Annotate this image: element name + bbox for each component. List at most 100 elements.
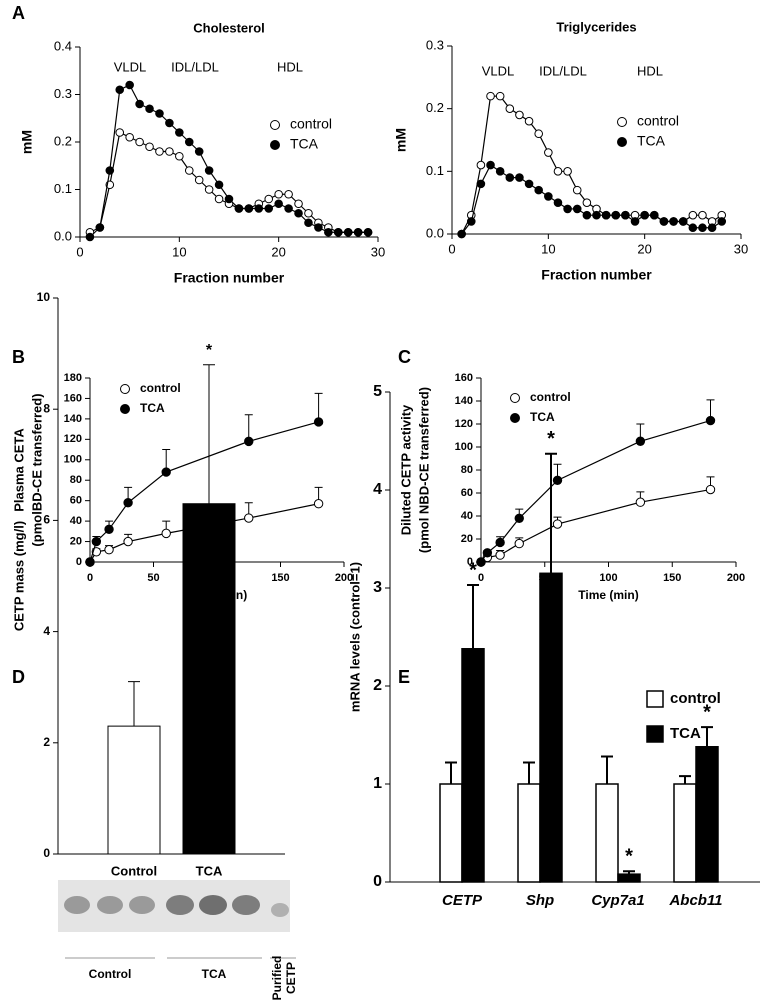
- point: [592, 210, 601, 220]
- point: [123, 536, 133, 547]
- point: [161, 528, 171, 539]
- legend-label: control: [140, 381, 181, 395]
- point: [333, 227, 343, 237]
- point: [621, 210, 630, 220]
- point: [234, 204, 244, 213]
- x-tick-label: 30: [371, 244, 385, 259]
- y-tick-label: 80: [461, 464, 473, 476]
- y-tick-label: 20: [461, 533, 473, 545]
- x-tick-label: Control: [111, 863, 157, 878]
- legend-marker: [510, 413, 520, 423]
- significance-marker: *: [547, 428, 555, 450]
- point: [572, 185, 582, 195]
- point: [707, 223, 717, 233]
- point: [514, 513, 524, 523]
- legend-label: control: [670, 690, 721, 707]
- error-bar: [523, 761, 535, 784]
- point: [91, 536, 102, 547]
- legend-label: control: [290, 116, 332, 132]
- blot-label: TCA: [202, 967, 227, 981]
- point: [505, 104, 515, 113]
- y-axis-label: mM: [393, 128, 409, 152]
- point: [155, 109, 164, 118]
- x-axis-label: Time (min): [578, 588, 638, 602]
- x-tick-label: 10: [172, 244, 186, 259]
- error-bar: [203, 364, 215, 504]
- point: [165, 147, 174, 156]
- point: [254, 204, 264, 213]
- y-axis-label: Plasma CETA: [11, 428, 26, 512]
- point: [324, 227, 333, 237]
- significance-marker: *: [703, 701, 711, 723]
- error-bar: [467, 584, 479, 649]
- point: [534, 185, 544, 195]
- point: [572, 204, 582, 214]
- x-tick-label: CETP: [442, 892, 483, 909]
- point: [476, 557, 486, 567]
- y-tick-label: 100: [64, 454, 82, 466]
- annotation: HDL: [277, 59, 303, 74]
- point: [214, 180, 224, 190]
- point: [353, 227, 363, 237]
- error-bar: [314, 392, 323, 422]
- y-tick-label: 160: [455, 372, 473, 384]
- x-tick-label: 150: [271, 572, 289, 584]
- point: [304, 218, 313, 228]
- point: [515, 110, 524, 120]
- point: [582, 198, 592, 207]
- y-tick-label: 0: [76, 556, 82, 568]
- point: [214, 194, 224, 204]
- legend-marker: [270, 140, 280, 150]
- error-bar: [545, 452, 557, 574]
- point: [640, 210, 649, 220]
- legend-label: control: [530, 390, 571, 404]
- y-tick-label: 0.4: [54, 38, 72, 53]
- bar: [182, 503, 236, 855]
- annotation: HDL: [637, 63, 663, 78]
- point: [105, 166, 115, 175]
- y-tick-label: 140: [64, 413, 82, 425]
- chart-title: Triglycerides: [556, 19, 636, 34]
- point: [524, 116, 534, 126]
- y-axis-label: (pmol NBD-CE transferred): [416, 387, 431, 553]
- x-tick-label: 20: [271, 244, 285, 259]
- blot-label: Control: [89, 967, 132, 981]
- point: [104, 524, 114, 534]
- y-tick-label: 20: [70, 535, 82, 547]
- y-tick-label: 40: [70, 515, 82, 527]
- y-tick-label: 0: [373, 873, 382, 890]
- legend-marker: [510, 393, 520, 403]
- series-line: [480, 488, 711, 563]
- x-tick-label: 150: [663, 572, 681, 584]
- point: [466, 217, 476, 226]
- blot-standard-label: CETP: [284, 962, 298, 994]
- point: [495, 167, 505, 176]
- legend-label: TCA: [290, 136, 319, 152]
- x-tick-label: 0: [76, 244, 83, 259]
- y-axis-label: CETP mass (mg/l): [11, 521, 26, 631]
- point: [284, 204, 293, 213]
- point: [274, 189, 283, 199]
- point: [552, 519, 563, 529]
- y-tick-label: 160: [64, 392, 82, 404]
- bar: [695, 746, 719, 883]
- point: [125, 132, 134, 142]
- bar: [439, 783, 463, 883]
- point: [145, 104, 154, 114]
- point: [495, 537, 505, 548]
- point: [563, 167, 572, 176]
- legend-label: TCA: [140, 401, 165, 415]
- point: [115, 128, 125, 137]
- point: [115, 85, 125, 95]
- bar: [539, 572, 563, 883]
- point: [343, 227, 353, 237]
- series-line: [480, 419, 711, 563]
- y-tick-label: 3: [373, 579, 382, 596]
- point: [204, 185, 214, 194]
- error-bar: [679, 775, 691, 784]
- y-tick-label: 0: [43, 846, 50, 860]
- y-tick-label: 80: [70, 474, 82, 486]
- bar: [595, 783, 619, 883]
- series-line: [89, 131, 369, 233]
- legend-label: TCA: [670, 725, 701, 742]
